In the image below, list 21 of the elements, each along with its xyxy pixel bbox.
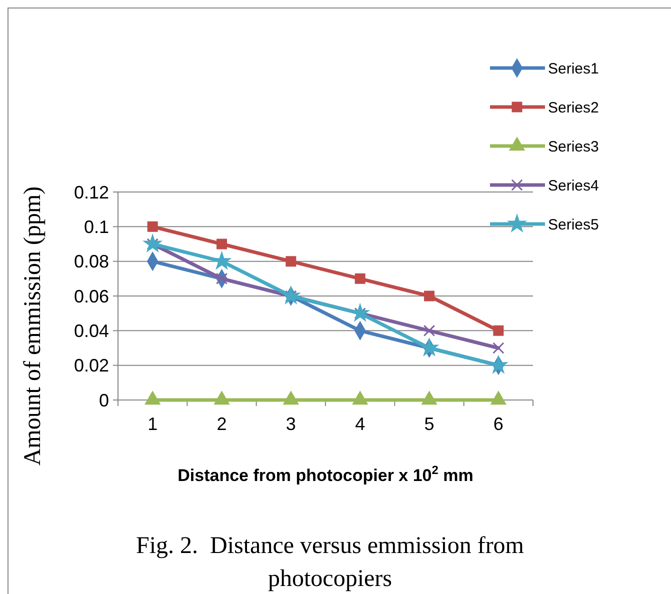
x-tick-label: 3 <box>286 414 296 434</box>
x-tick-label: 4 <box>355 414 366 434</box>
legend-label: Series1 <box>548 60 599 78</box>
legend-label: Series2 <box>548 99 599 116</box>
y-tick-label: 0 <box>98 390 109 410</box>
y-tick-label: 0.08 <box>74 252 109 272</box>
y-tick-label: 0.06 <box>74 286 109 306</box>
y-tick-label: 0.12 <box>74 182 109 202</box>
x-tick-label: 1 <box>148 414 158 434</box>
x-tick-label: 5 <box>424 414 434 434</box>
legend-label: Series3 <box>548 138 599 156</box>
y-tick-label: 0.02 <box>74 356 109 376</box>
y-tick-label: 0.1 <box>84 216 109 237</box>
x-tick-label: 6 <box>493 414 504 434</box>
legend-label: Series4 <box>548 177 599 194</box>
text: Fig. 2. Distance versus emmission from photocopiers <box>136 533 524 592</box>
y-tick-label: 0.04 <box>74 320 109 341</box>
legend-label: Series5 <box>548 216 599 234</box>
x-tick-label: 2 <box>216 414 227 434</box>
y-axis-title: Amount of emmission (ppm) <box>20 186 46 466</box>
x-axis-title: Distance from photocopier x 10$^{2}$ mm <box>178 463 474 485</box>
